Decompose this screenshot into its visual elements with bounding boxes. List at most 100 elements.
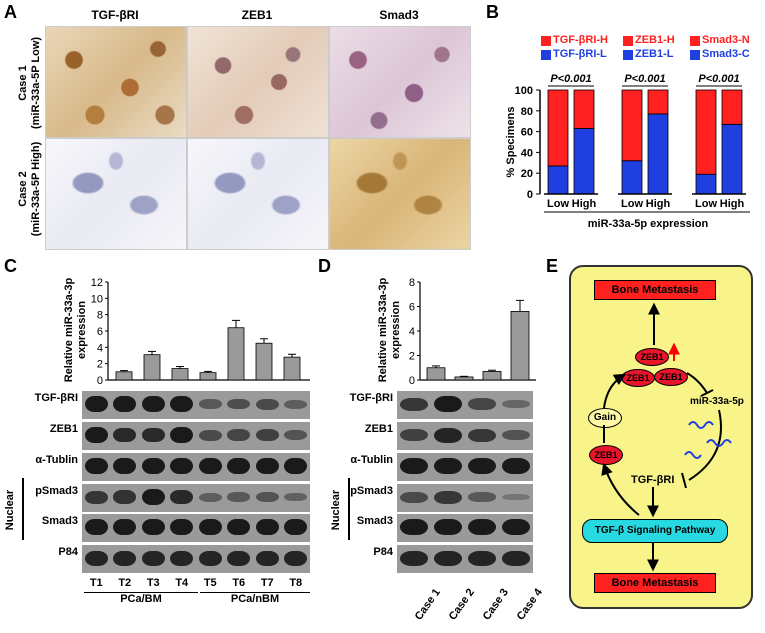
col-header-tgfbri: TGF-βRI bbox=[91, 8, 139, 22]
c-band bbox=[84, 458, 108, 474]
d-band bbox=[468, 428, 496, 442]
d-band bbox=[468, 492, 496, 502]
blot-label-c-p84: P84 bbox=[58, 546, 78, 558]
tgfb-signaling-pathway: TGF-β Signaling Pathway bbox=[582, 519, 728, 543]
d-band bbox=[502, 458, 530, 474]
c-band bbox=[255, 550, 279, 566]
chart-b-ylabel: % Specimens bbox=[505, 107, 517, 178]
c-band bbox=[141, 489, 165, 505]
c-band bbox=[198, 429, 222, 441]
d-band bbox=[468, 398, 496, 410]
chart-c-ytick-label: 0 bbox=[97, 375, 103, 387]
blot-label-d-tgfbri: TGF-βRI bbox=[349, 392, 393, 404]
c-band bbox=[284, 519, 308, 535]
lane-label-c: T2 bbox=[118, 577, 132, 589]
chart-d-bar bbox=[482, 371, 502, 381]
chart-b-bar-blue bbox=[573, 128, 595, 195]
c-band bbox=[113, 458, 137, 474]
chart-b-bar-blue bbox=[647, 113, 669, 195]
legend-zeb1-l: ZEB1-L bbox=[635, 48, 674, 60]
micrograph-case2-smad3 bbox=[329, 138, 471, 250]
row2-label: Case 2 (miR-33a-5P High) bbox=[17, 129, 47, 249]
d-band bbox=[502, 400, 530, 408]
panel-label-b: B bbox=[486, 2, 499, 22]
lane-label-c: T5 bbox=[203, 577, 217, 589]
d-band bbox=[434, 550, 462, 566]
c-band bbox=[198, 399, 222, 409]
nuclear-label-c: Nuclear bbox=[4, 489, 16, 531]
c-band bbox=[170, 519, 194, 535]
blot-label-c-smad3: Smad3 bbox=[41, 515, 78, 527]
row2-title: Case 2 bbox=[17, 171, 29, 207]
c-band bbox=[198, 550, 222, 566]
chart-c-bar bbox=[115, 371, 133, 381]
chart-b-xtick-label: High bbox=[720, 198, 745, 210]
chart-c-bar bbox=[227, 327, 245, 381]
lane-label-c: T4 bbox=[175, 577, 189, 589]
c-band bbox=[227, 429, 251, 441]
chart-c: 0 2 4 6 8 10 12 bbox=[91, 277, 310, 387]
col-header-zeb1: ZEB1 bbox=[241, 8, 273, 22]
blot-label-d-tublin: α-Tublin bbox=[350, 454, 393, 466]
chart-b-bar-red bbox=[695, 89, 717, 175]
c-band bbox=[84, 490, 108, 504]
lane-label-c: T7 bbox=[260, 577, 274, 589]
d-band bbox=[468, 550, 496, 566]
chart-d-bar bbox=[426, 367, 446, 381]
chart-d-ytick-label: 4 bbox=[409, 326, 415, 338]
c-band bbox=[227, 550, 251, 566]
c-band bbox=[141, 427, 165, 443]
chart-c-ytick-label: 8 bbox=[97, 310, 103, 322]
inhibit-mir-tgf bbox=[688, 409, 722, 481]
legend-tgfbri-l: TGF-βRI-L bbox=[553, 48, 607, 60]
chart-b-xtick-label: Low bbox=[695, 198, 717, 210]
group-line-pcanbm bbox=[200, 592, 310, 593]
c-band bbox=[170, 396, 194, 412]
d-band bbox=[434, 519, 462, 535]
legend-swatch-zeb1-l bbox=[623, 50, 633, 60]
c-band bbox=[227, 519, 251, 535]
c-band bbox=[284, 492, 308, 502]
legend-swatch-smad3-n bbox=[690, 36, 700, 46]
diagram-box bbox=[569, 265, 753, 609]
chart-c-ytick-label: 12 bbox=[91, 277, 103, 289]
chart-d-ytick-label: 8 bbox=[409, 277, 415, 289]
d-band bbox=[434, 396, 462, 412]
chart-d-ylabel-line1: Relative miR-33a-3p bbox=[377, 277, 389, 383]
chart-b-ytick-label: 0 bbox=[527, 189, 533, 201]
d-band bbox=[468, 458, 496, 474]
legend-swatch-tgfbri-h bbox=[541, 36, 551, 46]
c-band bbox=[113, 427, 137, 443]
blot-label-c-tublin: α-Tublin bbox=[35, 454, 78, 466]
inhibit-bar-tgf bbox=[681, 472, 687, 489]
blot-label-d-p84: P84 bbox=[373, 546, 393, 558]
c-band bbox=[284, 399, 308, 409]
d-band bbox=[434, 490, 462, 504]
c-band bbox=[84, 519, 108, 535]
bone-metastasis-top: Bone Metastasis bbox=[594, 280, 716, 300]
c-band bbox=[170, 427, 194, 443]
nuclear-bracket-d bbox=[348, 478, 350, 540]
d-band bbox=[400, 491, 428, 503]
row2-subtitle: (miR-33a-5P High) bbox=[30, 141, 42, 237]
chart-c-ytick-label: 10 bbox=[91, 293, 103, 305]
c-band bbox=[141, 458, 165, 474]
micrograph-case2-tgfbri bbox=[45, 138, 187, 250]
chart-b-pvalue: P<0.001 bbox=[698, 73, 739, 85]
chart-b-bar-red bbox=[647, 89, 669, 115]
chart-d-bar bbox=[510, 311, 530, 381]
c-band bbox=[170, 458, 194, 474]
chart-d-ytick-label: 6 bbox=[409, 302, 415, 314]
chart-c-bar bbox=[283, 356, 301, 381]
blot-label-d-smad3: Smad3 bbox=[356, 515, 393, 527]
blot-label-d-psmad3: pSmad3 bbox=[350, 485, 393, 497]
chart-b-xtick-label: Low bbox=[547, 198, 569, 210]
chart-b-ytick-label: 60 bbox=[521, 127, 533, 139]
chart-c-ytick-label: 2 bbox=[97, 359, 103, 371]
legend-swatch-smad3-c bbox=[690, 50, 700, 60]
row1-subtitle: (miR-33a-5P Low) bbox=[30, 36, 42, 130]
d-band bbox=[502, 550, 530, 566]
c-band bbox=[84, 396, 108, 412]
c-band bbox=[284, 458, 308, 474]
